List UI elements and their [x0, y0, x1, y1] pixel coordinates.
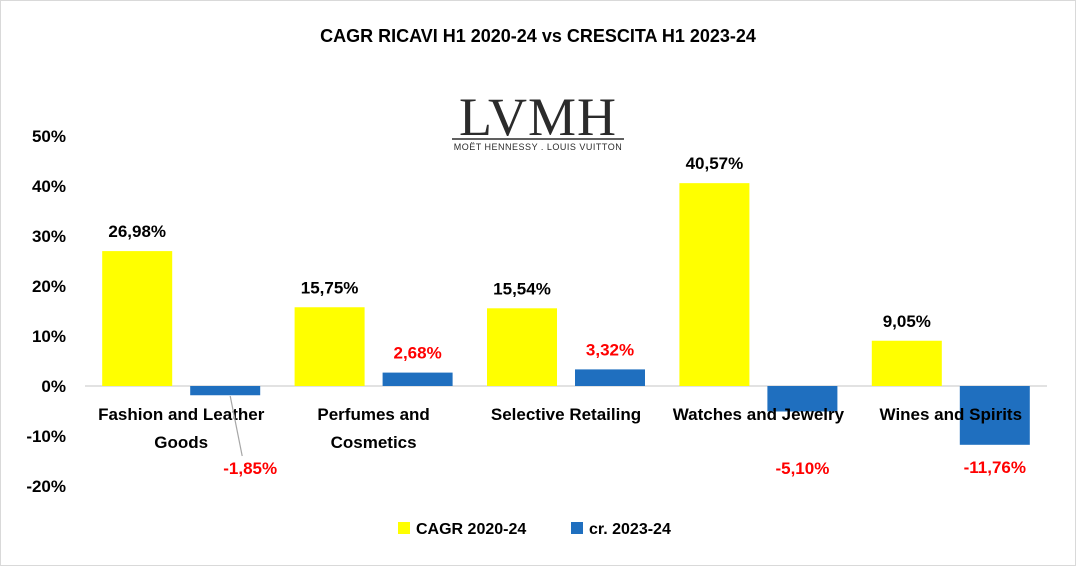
data-label: 2,68% — [393, 344, 441, 363]
bar-cagr — [679, 183, 750, 386]
legend-swatch — [571, 522, 583, 534]
bar-growth — [959, 386, 1030, 445]
logo-wordmark: LVMH — [459, 87, 617, 147]
category-label: Fashion and Leather — [98, 405, 265, 424]
data-label: -1,85% — [223, 459, 277, 478]
y-tick-label: 50% — [32, 127, 66, 146]
y-tick-label: -10% — [26, 427, 66, 446]
bar-cagr — [487, 308, 557, 386]
y-tick-label: -20% — [26, 477, 66, 496]
category-label: Cosmetics — [331, 433, 417, 452]
y-tick-label: 10% — [32, 327, 66, 346]
chart-title: CAGR RICAVI H1 2020-24 vs CRESCITA H1 20… — [320, 26, 756, 46]
data-label: 26,98% — [108, 222, 166, 241]
bar-growth — [767, 386, 838, 412]
category-label: Watches and Jewelry — [673, 405, 845, 424]
legend-label: CAGR 2020-24 — [416, 521, 526, 538]
plot-area: -20% -10% 0% 10% 20% 30% 40% 50% Fashion and Lea… — [26, 127, 1047, 496]
category-label: Perfumes and — [317, 405, 429, 424]
legend: CAGR 2020-24 cr. 2023-24 — [398, 521, 671, 538]
y-tick-label: 30% — [32, 227, 66, 246]
legend-label: cr. 2023-24 — [589, 521, 671, 538]
y-tick-label: 40% — [32, 177, 66, 196]
bar-cagr — [102, 251, 173, 386]
data-label: -5,10% — [775, 459, 829, 478]
data-label: 40,57% — [686, 154, 744, 173]
logo-subtitle: MOËT HENNESSY . LOUIS VUITTON — [454, 142, 623, 152]
bar-cagr — [871, 340, 942, 386]
data-label: 15,75% — [301, 278, 359, 297]
data-label: -11,76% — [964, 458, 1026, 477]
leader-line — [229, 395, 243, 457]
y-tick-label: 20% — [32, 277, 66, 296]
data-label: 9,05% — [883, 312, 931, 331]
legend-swatch — [398, 522, 410, 534]
bar-growth — [575, 369, 645, 386]
category-label: Goods — [154, 433, 208, 452]
data-label: 3,32% — [586, 340, 634, 359]
bar-growth — [382, 372, 453, 386]
bar-growth — [190, 386, 261, 396]
data-label: 15,54% — [493, 279, 551, 298]
y-tick-label: 0% — [41, 377, 66, 396]
category-label: Wines and Spirits — [880, 405, 1022, 424]
category-label: Selective Retailing — [491, 405, 641, 424]
bar-cagr — [294, 307, 365, 386]
lvmh-logo: LVMH MOËT HENNESSY . LOUIS VUITTON — [452, 87, 624, 152]
